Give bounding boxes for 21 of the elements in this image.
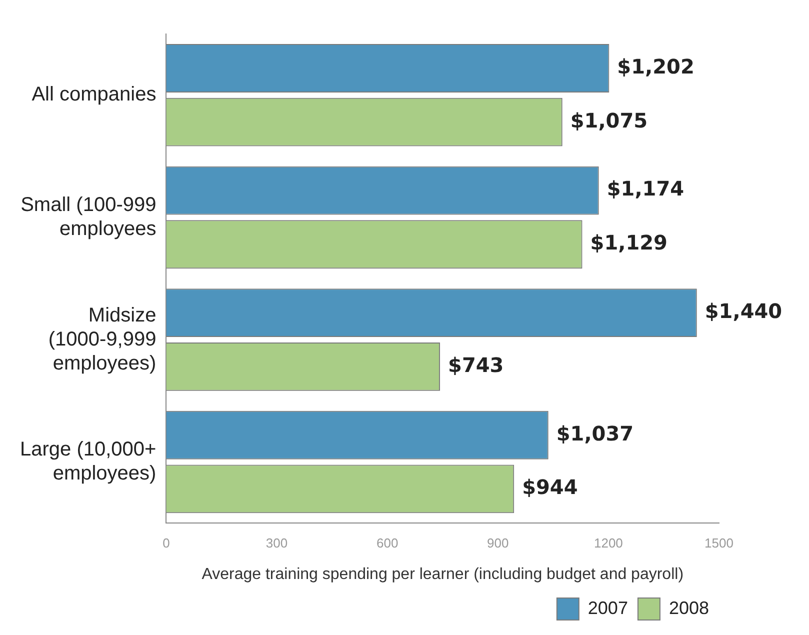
data-label: $1,174 [606, 176, 684, 201]
y-tick-label: Large (10,000+ employees) [20, 438, 156, 485]
x-tick-label: 1500 [704, 536, 734, 551]
data-label: $743 [448, 352, 504, 377]
y-tick-label: Small (100-999 employees [20, 194, 156, 240]
data-label: $1,129 [590, 230, 668, 255]
x-tick-label: 0 [162, 536, 170, 551]
x-tick-label: 300 [266, 536, 288, 551]
data-label: $944 [522, 475, 578, 500]
x-tick-label: 1200 [594, 536, 623, 551]
legend-label: 2008 [668, 598, 710, 618]
y-tick-label: Midsize (1000-9,999 employees) [48, 304, 156, 374]
x-tick-label: 900 [487, 536, 509, 551]
x-axis-title: Average training spending per learner (including budget and payroll) [202, 566, 684, 583]
legend-label: 2007 [588, 598, 628, 618]
data-label: $1,037 [556, 421, 634, 446]
data-label: $1,075 [570, 108, 648, 132]
data-label: $1,202 [617, 54, 694, 78]
data-label: $1,440 [704, 299, 782, 324]
y-tick-label: All companies [32, 84, 156, 106]
x-tick-label: 600 [376, 536, 398, 551]
